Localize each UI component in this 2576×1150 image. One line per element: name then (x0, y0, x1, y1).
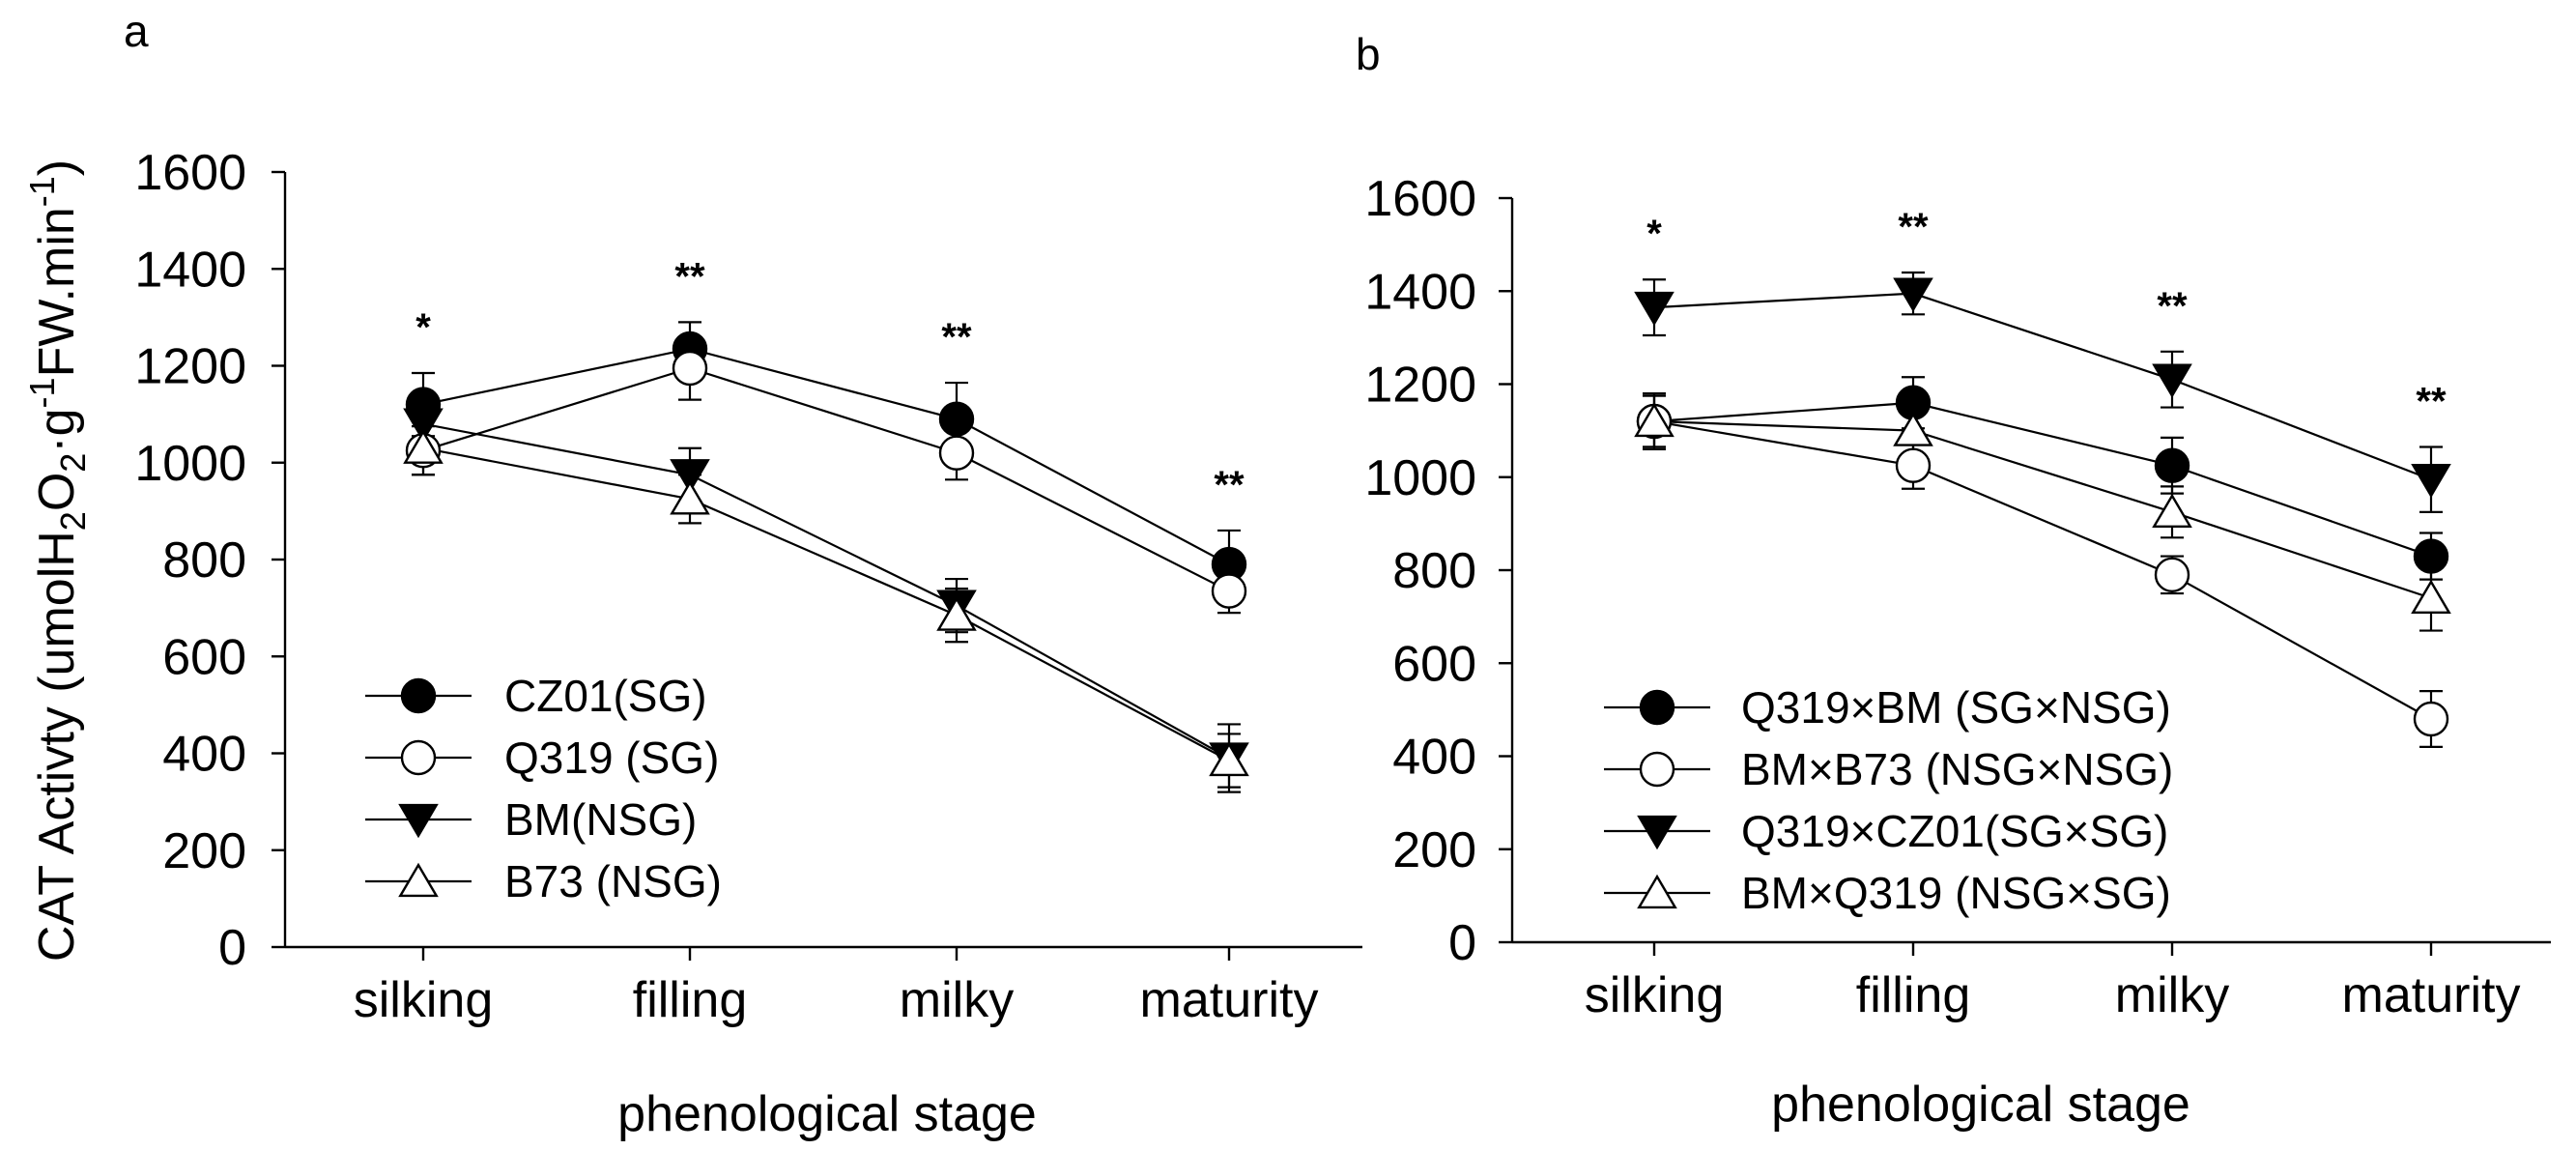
x-category-label: milky (900, 972, 1014, 1028)
legend-marker (1639, 751, 1675, 788)
ylabel-suffix: ) (29, 159, 85, 176)
ylabel-sup2: -1 (22, 176, 62, 207)
x-category-label: filling (1856, 967, 1971, 1023)
legend-label: BM×Q319 (NSG×SG) (1741, 868, 2171, 918)
series-point-3 (2152, 363, 2192, 398)
legend-marker (398, 803, 439, 839)
y-tick-label: 400 (162, 727, 246, 783)
ylabel-sub1: 2 (53, 511, 93, 531)
significance-label: * (1646, 213, 1662, 255)
ylabel-mid3: FW.min (29, 207, 85, 377)
series-line-2 (1653, 419, 2432, 720)
legend-marker (398, 862, 439, 898)
x-category-label: silking (354, 972, 494, 1028)
y-tick-label: 400 (1392, 730, 1476, 786)
legend-marker (1639, 689, 1675, 726)
ylabel-sup1: -1 (22, 377, 62, 408)
y-tick-label: 600 (162, 629, 246, 685)
ylabel-mid2: ·g (29, 408, 85, 452)
series-point-4 (936, 596, 977, 631)
series-point-3 (2411, 463, 2451, 499)
significance-label: * (415, 306, 431, 349)
y-tick-label: 1400 (1364, 264, 1476, 320)
legend-label: BM(NSG) (504, 794, 697, 845)
legend-marker (1637, 874, 1677, 909)
panel-a-xlabel: phenological stage (617, 1086, 1037, 1142)
y-tick-label: 600 (1392, 636, 1476, 692)
significance-label: ** (2416, 380, 2447, 422)
series-line-2 (422, 366, 1230, 592)
significance-label: ** (2157, 285, 2188, 328)
legend-label: Q319×BM (SG×NSG) (1741, 682, 2171, 733)
y-tick-label: 200 (162, 823, 246, 879)
x-category-label: milky (2115, 967, 2229, 1023)
x-category-label: maturity (1140, 972, 1319, 1028)
series-point-4 (403, 429, 444, 464)
series-point-3 (1893, 277, 1933, 312)
panel-a-plot: 0 200 400 600 800 1000 1200 1400 1600 silking fill… (134, 145, 1362, 1028)
y-tick-label: 200 (1392, 822, 1476, 878)
x-category-label: maturity (2342, 967, 2521, 1023)
y-tick-label: 800 (1392, 543, 1476, 599)
panel-a-label: a (124, 6, 149, 56)
y-tick-label: 0 (1448, 915, 1476, 971)
significance-label: ** (1214, 464, 1245, 506)
y-tick-label: 1200 (134, 339, 246, 395)
significance-label: ** (674, 255, 705, 298)
legend-marker (400, 677, 437, 714)
x-category-label: silking (1585, 967, 1725, 1023)
x-category-label: filling (633, 972, 748, 1028)
series-point-2 (1211, 573, 1247, 609)
series-line-3 (422, 422, 1230, 760)
series-point-4 (1209, 741, 1249, 777)
series-line-4 (1653, 419, 2432, 599)
series-point-1 (2413, 538, 2449, 574)
ylabel-mid1: O (29, 473, 85, 511)
series-point-1 (938, 401, 975, 437)
ylabel-sub2: 2 (53, 453, 93, 473)
series-point-2 (2413, 701, 2449, 737)
panel-b-xlabel: phenological stage (1771, 1077, 2190, 1133)
y-tick-label: 1600 (134, 145, 246, 201)
series-point-2 (2154, 557, 2190, 593)
series-point-4 (1893, 412, 1933, 446)
series-point-3 (403, 408, 444, 443)
series-point-3 (670, 459, 710, 494)
legend-label: Q319×CZ01(SG×SG) (1741, 806, 2168, 856)
significance-label: ** (1898, 206, 1929, 248)
series-point-4 (670, 480, 710, 515)
y-tick-label: 1400 (134, 242, 246, 298)
series-point-4 (1634, 402, 1674, 438)
legend-label: BM×B73 (NSG×NSG) (1741, 744, 2173, 794)
series-point-4 (2152, 493, 2192, 529)
y-tick-label: 1000 (134, 436, 246, 492)
series-line-1 (422, 347, 1230, 565)
legend-label: B73 (NSG) (504, 856, 722, 906)
panel-b-label: b (1356, 29, 1381, 79)
series-point-2 (938, 435, 975, 471)
legend-marker (400, 739, 437, 776)
y-tick-label: 1600 (1364, 171, 1476, 227)
series-point-3 (1634, 291, 1674, 327)
series-point-2 (672, 350, 708, 387)
significance-label: ** (941, 316, 972, 359)
legend-label: Q319 (SG) (504, 733, 719, 783)
ylabel-prefix: CAT Activty (umolH (29, 531, 85, 962)
series-line-1 (1653, 401, 2432, 558)
series-point-1 (2154, 447, 2190, 483)
y-tick-label: 800 (162, 532, 246, 589)
y-tick-label: 1000 (1364, 450, 1476, 506)
series-point-4 (2411, 579, 2451, 615)
legend-marker (1637, 815, 1677, 850)
panel-b-plot: 0 200 400 600 800 1000 1200 1400 1600 silking fill… (1364, 171, 2551, 1023)
series-point-2 (1895, 447, 1932, 483)
series-line-3 (1653, 292, 2432, 481)
panel-a-ylabel: CAT Activty (umolH2O2·g-1FW.min-1) (22, 159, 93, 962)
y-tick-label: 1200 (1364, 358, 1476, 414)
legend-label: CZ01(SG) (504, 671, 707, 721)
y-tick-label: 0 (218, 920, 246, 976)
series-line-4 (422, 446, 1230, 762)
